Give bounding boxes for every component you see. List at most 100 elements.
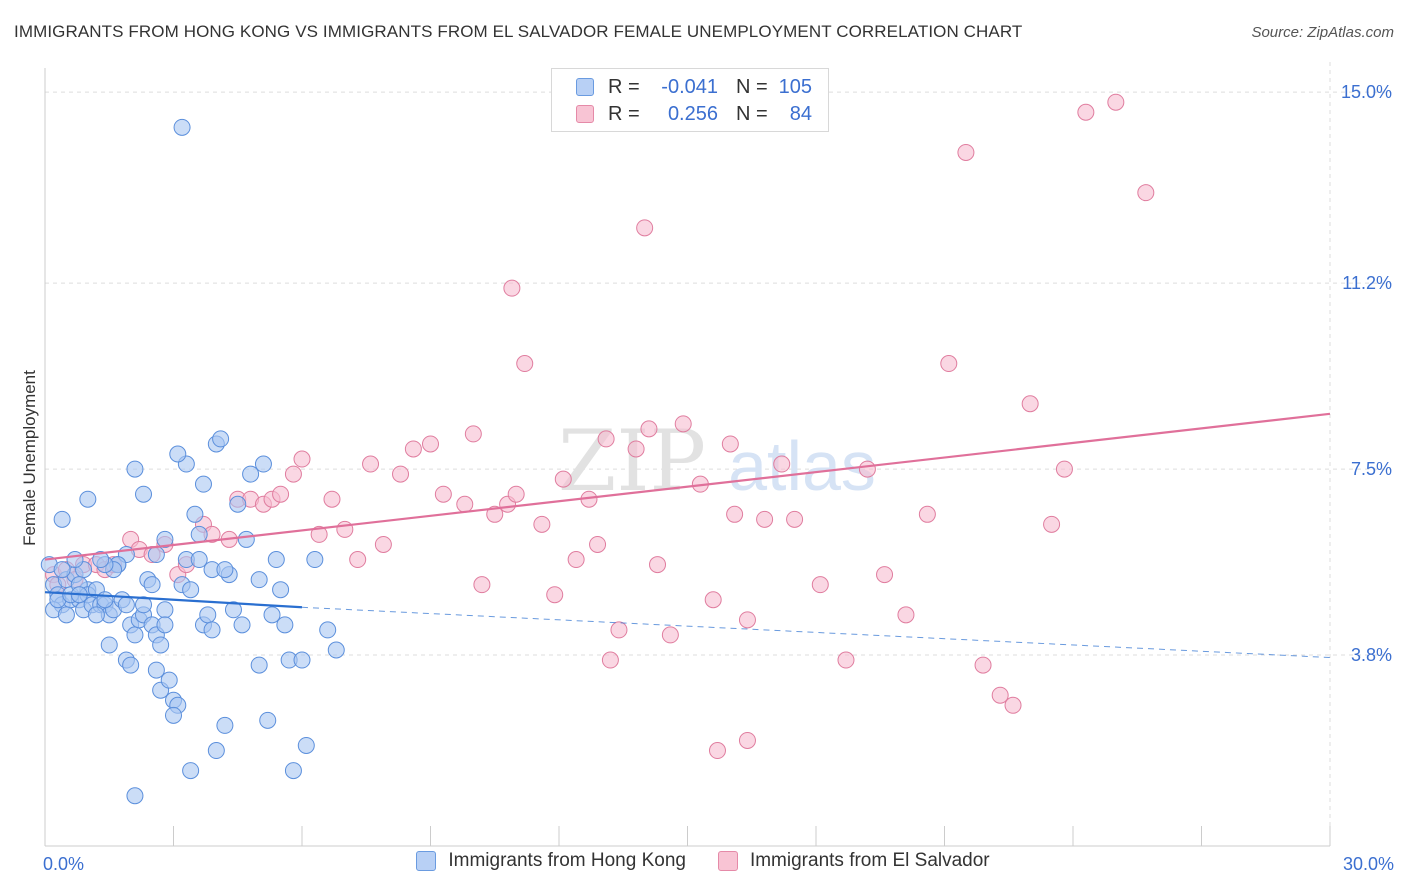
el-salvador-point bbox=[627, 440, 645, 458]
el-salvador-point bbox=[554, 470, 572, 488]
el-salvador-point bbox=[1021, 395, 1039, 413]
el-salvador-point bbox=[649, 556, 667, 574]
tick-labels: 3.8% 7.5% 11.2% 15.0% 0.0% 30.0% bbox=[43, 82, 1394, 874]
legend-n-value: 84 bbox=[789, 102, 812, 125]
axis-layer bbox=[44, 68, 1331, 847]
hong-kong-point bbox=[160, 671, 178, 689]
hong-kong-point bbox=[156, 530, 174, 548]
el-salvador-point bbox=[1107, 93, 1125, 111]
hong-kong-point bbox=[276, 616, 294, 634]
el-salvador-point bbox=[434, 485, 452, 503]
el-salvador-point bbox=[336, 520, 354, 538]
el-salvador-point bbox=[738, 731, 756, 749]
el-salvador-point bbox=[1004, 696, 1022, 714]
hong-kong-point bbox=[147, 546, 165, 564]
hong-kong-point bbox=[147, 661, 165, 679]
hong-kong-point bbox=[293, 651, 311, 669]
hong-kong-points bbox=[40, 118, 345, 805]
el-salvador-trend-solid bbox=[44, 412, 1331, 561]
legend-row-hong-kong: R = -0.041 N = 105 bbox=[576, 74, 812, 100]
hong-kong-trend-dashed bbox=[301, 606, 1331, 659]
hong-kong-point bbox=[207, 742, 225, 760]
y-tick-label: 11.2% bbox=[1342, 273, 1392, 293]
el-salvador-point bbox=[858, 460, 876, 478]
hong-kong-point bbox=[57, 606, 75, 624]
hong-kong-point bbox=[186, 505, 204, 523]
el-salvador-point bbox=[464, 425, 482, 443]
hong-kong-point bbox=[117, 596, 135, 614]
el-salvador-point bbox=[404, 440, 422, 458]
hong-kong-point bbox=[319, 621, 337, 639]
watermark-atlas: atlas bbox=[728, 427, 876, 505]
grid-layer bbox=[45, 62, 1390, 846]
el-salvador-point bbox=[533, 515, 551, 533]
hong-kong-point bbox=[272, 581, 290, 599]
el-salvador-point bbox=[640, 420, 658, 438]
source-label: Source: ZipAtlas.com bbox=[1251, 24, 1394, 41]
el-salvador-point bbox=[726, 505, 744, 523]
el-salvador-point bbox=[991, 686, 1009, 704]
hong-kong-point bbox=[233, 616, 251, 634]
hong-kong-point bbox=[259, 711, 277, 729]
hong-kong-point bbox=[284, 762, 302, 780]
chart-title: IMMIGRANTS FROM HONG KONG VS IMMIGRANTS … bbox=[14, 22, 1023, 41]
hong-kong-point bbox=[173, 118, 191, 136]
el-salvador-point bbox=[786, 510, 804, 528]
el-salvador-point bbox=[374, 535, 392, 553]
y-tick-label: 7.5% bbox=[1351, 459, 1392, 479]
series-legend: Immigrants from Hong Kong Immigrants fro… bbox=[0, 850, 1406, 872]
legend-n-value: 105 bbox=[778, 75, 812, 98]
el-salvador-point bbox=[773, 455, 791, 473]
x-tick-label: 30.0% bbox=[1343, 854, 1394, 874]
hong-kong-point bbox=[229, 495, 247, 513]
x-tick-label: 0.0% bbox=[43, 854, 84, 874]
hong-kong-point bbox=[224, 601, 242, 619]
stats-legend: R = -0.041 N = 105 R = 0.256 N = 84 bbox=[551, 68, 829, 132]
hong-kong-point bbox=[216, 716, 234, 734]
hong-kong-point bbox=[242, 465, 260, 483]
hong-kong-point bbox=[66, 551, 84, 569]
legend-label-hong-kong: Immigrants from Hong Kong bbox=[448, 850, 686, 871]
trend-lines bbox=[44, 412, 1331, 659]
hong-kong-point bbox=[156, 601, 174, 619]
hong-kong-trend-solid bbox=[44, 591, 303, 609]
hong-kong-point bbox=[216, 561, 234, 579]
hong-kong-point bbox=[250, 571, 268, 589]
hong-kong-point bbox=[190, 525, 208, 543]
el-salvador-point bbox=[738, 611, 756, 629]
hong-kong-point bbox=[122, 656, 140, 674]
hong-kong-point bbox=[190, 551, 208, 569]
legend-n-label: N = bbox=[736, 75, 768, 98]
hong-kong-point bbox=[250, 656, 268, 674]
el-salvador-point bbox=[349, 551, 367, 569]
hong-kong-point bbox=[169, 445, 187, 463]
hong-kong-point bbox=[327, 641, 345, 659]
el-salvador-point bbox=[293, 450, 311, 468]
el-salvador-point bbox=[486, 505, 504, 523]
legend-item-el-salvador: Immigrants from El Salvador bbox=[717, 850, 990, 872]
el-salvador-point bbox=[601, 651, 619, 669]
y-tick-label: 3.8% bbox=[1351, 645, 1392, 665]
hong-kong-point bbox=[53, 561, 71, 579]
legend-item-hong-kong: Immigrants from Hong Kong bbox=[416, 850, 686, 872]
legend-swatch-hong-kong bbox=[416, 851, 437, 871]
el-salvador-point bbox=[422, 435, 439, 453]
hong-kong-point bbox=[267, 551, 285, 569]
el-salvador-point bbox=[567, 551, 585, 569]
el-salvador-point bbox=[876, 566, 894, 584]
el-salvador-point bbox=[721, 435, 739, 453]
el-salvador-point bbox=[837, 651, 855, 669]
hong-kong-point bbox=[87, 606, 105, 624]
el-salvador-point bbox=[362, 455, 380, 473]
hong-kong-point bbox=[263, 606, 281, 624]
el-salvador-point bbox=[674, 415, 692, 433]
legend-n-label: N = bbox=[736, 102, 768, 125]
el-salvador-point bbox=[546, 586, 564, 604]
hong-kong-point bbox=[297, 736, 315, 754]
hong-kong-point bbox=[306, 551, 324, 569]
hong-kong-point bbox=[152, 636, 170, 654]
el-salvador-point bbox=[473, 576, 491, 594]
legend-swatch-hong-kong bbox=[576, 78, 594, 96]
el-salvador-point bbox=[284, 465, 302, 483]
